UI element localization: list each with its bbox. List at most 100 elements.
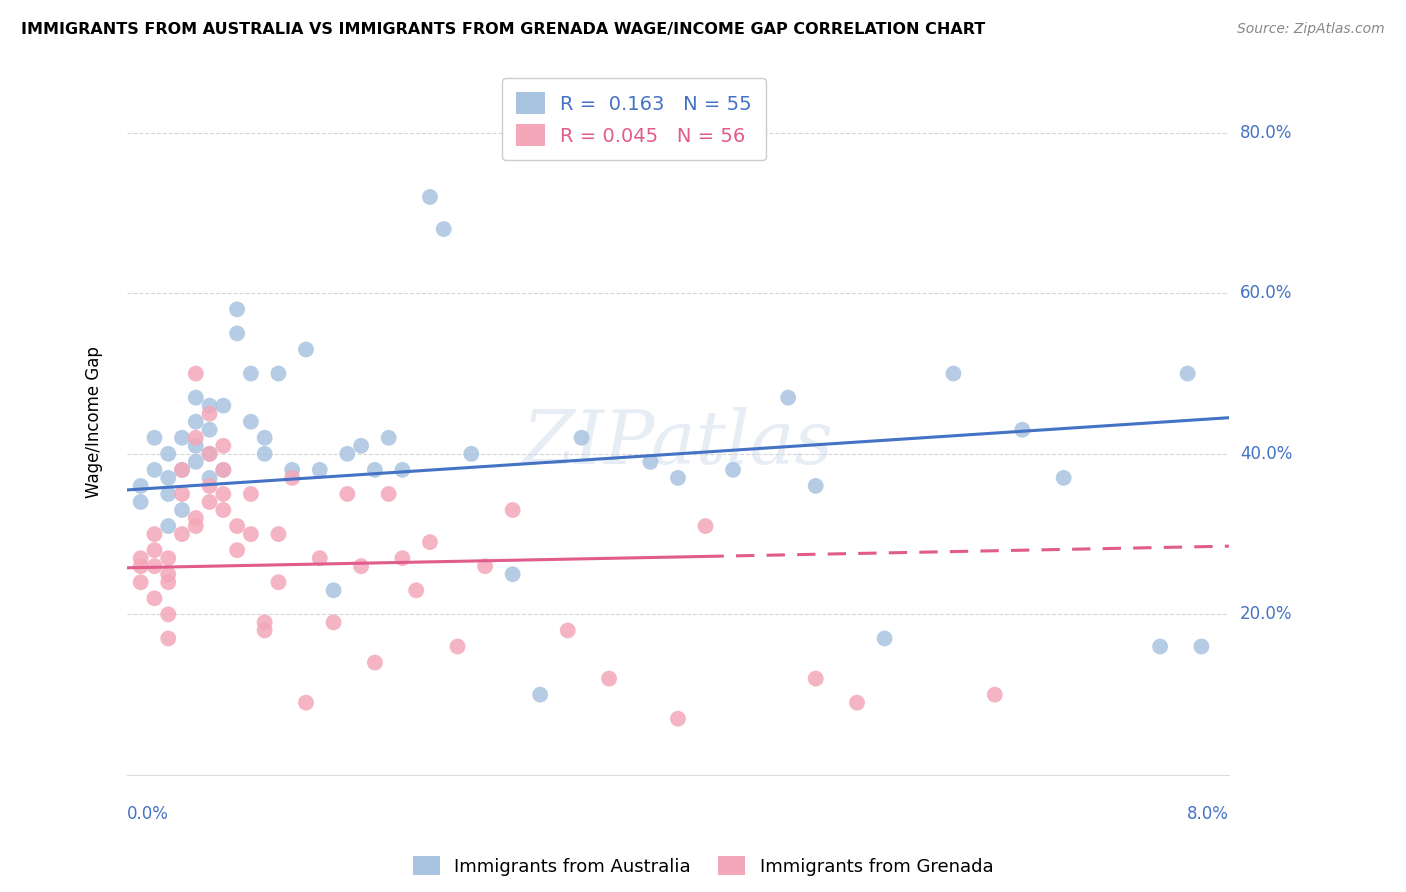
Point [170, 463, 193, 477]
Point [143, 431, 166, 445]
Point [198, 495, 221, 509]
Text: 80.0%: 80.0% [1240, 124, 1292, 142]
Point [446, 640, 468, 654]
Point [184, 431, 207, 445]
Point [184, 391, 207, 405]
Point [184, 439, 207, 453]
Point [984, 688, 1007, 702]
Point [184, 511, 207, 525]
Point [253, 431, 276, 445]
Point [226, 543, 249, 558]
Point [695, 519, 717, 533]
Point [804, 672, 827, 686]
Point [226, 519, 249, 533]
Point [198, 407, 221, 421]
Point [778, 391, 800, 405]
Point [391, 551, 413, 566]
Point [129, 551, 152, 566]
Point [474, 559, 496, 574]
Point [226, 326, 249, 341]
Point [419, 190, 441, 204]
Point [198, 399, 221, 413]
Point [666, 471, 689, 485]
Point [198, 447, 221, 461]
Point [364, 463, 387, 477]
Text: ZIPatlas: ZIPatlas [523, 407, 834, 479]
Point [170, 503, 193, 517]
Point [157, 487, 180, 501]
Point [253, 624, 276, 638]
Legend: R =  0.163   N = 55, R = 0.045   N = 56: R = 0.163 N = 55, R = 0.045 N = 56 [502, 78, 766, 160]
Point [157, 632, 180, 646]
Point [239, 415, 262, 429]
Y-axis label: Wage/Income Gap: Wage/Income Gap [86, 346, 103, 498]
Point [157, 575, 180, 590]
Point [143, 559, 166, 574]
Text: 0.0%: 0.0% [127, 805, 169, 823]
Point [350, 439, 373, 453]
Point [1011, 423, 1033, 437]
Point [198, 479, 221, 493]
Point [239, 487, 262, 501]
Point [239, 367, 262, 381]
Point [157, 607, 180, 622]
Text: 8.0%: 8.0% [1187, 805, 1229, 823]
Point [239, 527, 262, 541]
Point [253, 447, 276, 461]
Point [460, 447, 482, 461]
Point [184, 367, 207, 381]
Point [873, 632, 896, 646]
Point [529, 688, 551, 702]
Point [281, 471, 304, 485]
Point [308, 463, 330, 477]
Point [212, 463, 235, 477]
Point [157, 567, 180, 582]
Point [129, 559, 152, 574]
Point [143, 591, 166, 606]
Point [143, 463, 166, 477]
Point [419, 535, 441, 549]
Point [377, 487, 399, 501]
Point [198, 471, 221, 485]
Point [184, 415, 207, 429]
Point [336, 487, 359, 501]
Point [170, 527, 193, 541]
Point [295, 696, 318, 710]
Point [308, 551, 330, 566]
Point [1149, 640, 1171, 654]
Point [212, 439, 235, 453]
Point [253, 615, 276, 630]
Text: 60.0%: 60.0% [1240, 285, 1292, 302]
Point [184, 519, 207, 533]
Point [502, 503, 524, 517]
Point [157, 551, 180, 566]
Point [157, 519, 180, 533]
Point [557, 624, 579, 638]
Point [502, 567, 524, 582]
Point [322, 615, 344, 630]
Point [1053, 471, 1076, 485]
Point [170, 463, 193, 477]
Point [184, 455, 207, 469]
Point [198, 423, 221, 437]
Point [267, 367, 290, 381]
Point [336, 447, 359, 461]
Point [212, 487, 235, 501]
Point [598, 672, 620, 686]
Point [267, 575, 290, 590]
Point [143, 527, 166, 541]
Point [170, 431, 193, 445]
Point [157, 471, 180, 485]
Point [405, 583, 427, 598]
Point [391, 463, 413, 477]
Point [212, 399, 235, 413]
Point [1189, 640, 1212, 654]
Point [129, 575, 152, 590]
Point [212, 503, 235, 517]
Point [350, 559, 373, 574]
Point [267, 527, 290, 541]
Point [666, 712, 689, 726]
Point [721, 463, 744, 477]
Point [157, 447, 180, 461]
Point [212, 463, 235, 477]
